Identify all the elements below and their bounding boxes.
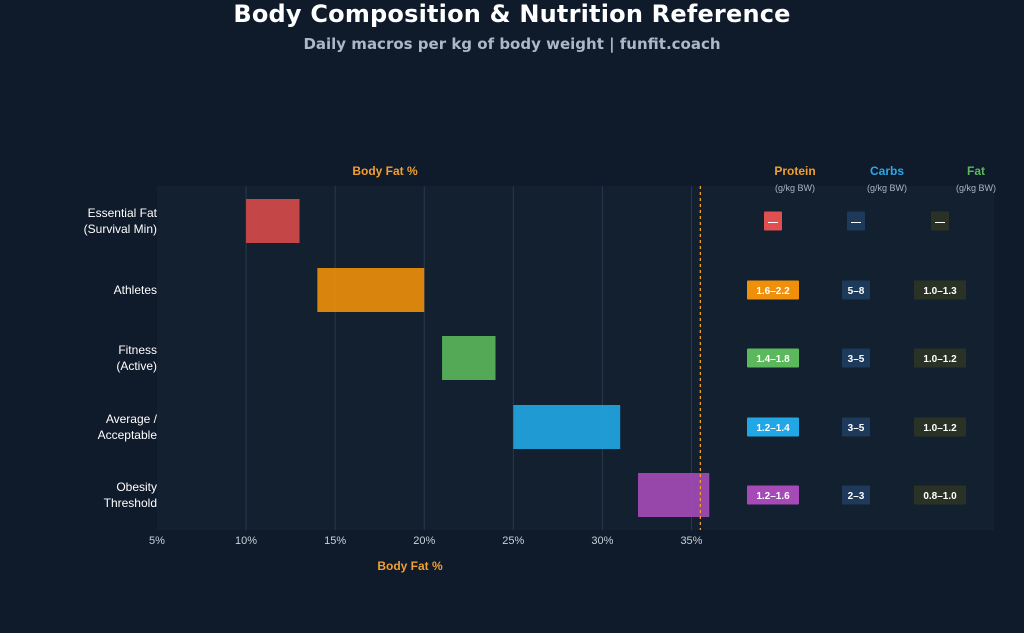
fat-badge: — [935, 217, 945, 228]
carbs-badge-bg [842, 485, 870, 505]
fat-badge-bg [914, 417, 966, 437]
fat-badge-bg [931, 211, 949, 231]
range-bar [442, 336, 496, 380]
fat-badge: 1.0–1.2 [923, 423, 957, 434]
chart-title: Body Composition & Nutrition Reference [233, 0, 791, 28]
x-tick-label: 35% [680, 535, 702, 547]
fat-badge-bg [914, 485, 966, 505]
carbs-badge: 3–5 [848, 354, 865, 365]
protein-badge: 1.2–1.4 [756, 423, 790, 434]
carbs-badge: 5–8 [848, 286, 865, 297]
range-bar [317, 268, 425, 312]
carbs-badge-bg [847, 211, 865, 231]
carbs-badge: 2–3 [848, 491, 865, 502]
category-label: Essential Fat (Survival Min) [84, 206, 158, 236]
category-label: Fitness (Active) [116, 343, 157, 373]
fat-unit: (g/kg BW) [956, 183, 996, 193]
carbs-badge-bg [842, 417, 870, 437]
carbs-badge: 3–5 [848, 423, 865, 434]
x-tick-label: 15% [324, 535, 346, 547]
protein-badge-bg [747, 417, 799, 437]
range-bar [638, 473, 710, 517]
protein-badge-bg [747, 280, 799, 300]
x-axis-label: Body Fat % [377, 559, 443, 573]
carbs-header: Carbs [870, 164, 904, 178]
fat-badge: 0.8–1.0 [923, 491, 957, 502]
protein-badge: 1.2–1.6 [756, 491, 790, 502]
x-tick-label: 25% [502, 535, 524, 547]
carbs-badge: — [851, 217, 861, 228]
fat-header: Fat [967, 164, 985, 178]
x-tick-label: 20% [413, 535, 435, 547]
protein-badge-bg [747, 485, 799, 505]
protein-badge-bg [747, 348, 799, 368]
top-axis-label: Body Fat % [352, 164, 418, 178]
category-label: Obesity Threshold [104, 480, 157, 510]
fat-badge-bg [914, 348, 966, 368]
protein-header: Protein [774, 164, 815, 178]
carbs-badge-bg [842, 348, 870, 368]
protein-unit: (g/kg BW) [775, 183, 815, 193]
range-bar [513, 405, 621, 449]
x-tick-label: 10% [235, 535, 257, 547]
protein-badge: — [768, 217, 778, 228]
chart-subtitle: Daily macros per kg of body weight | fun… [303, 35, 721, 53]
protein-badge: 1.6–2.2 [756, 286, 790, 297]
protein-badge: 1.4–1.8 [756, 354, 790, 365]
category-label: Average / Acceptable [98, 412, 158, 442]
fat-badge: 1.0–1.2 [923, 354, 957, 365]
x-tick-label: 5% [149, 535, 165, 547]
range-bar [246, 199, 300, 243]
x-tick-label: 30% [591, 535, 613, 547]
fat-badge: 1.0–1.3 [923, 286, 957, 297]
category-label: Athletes [114, 283, 157, 297]
carbs-badge-bg [842, 280, 870, 300]
fat-badge-bg [914, 280, 966, 300]
protein-badge-bg [764, 211, 782, 231]
carbs-unit: (g/kg BW) [867, 183, 907, 193]
